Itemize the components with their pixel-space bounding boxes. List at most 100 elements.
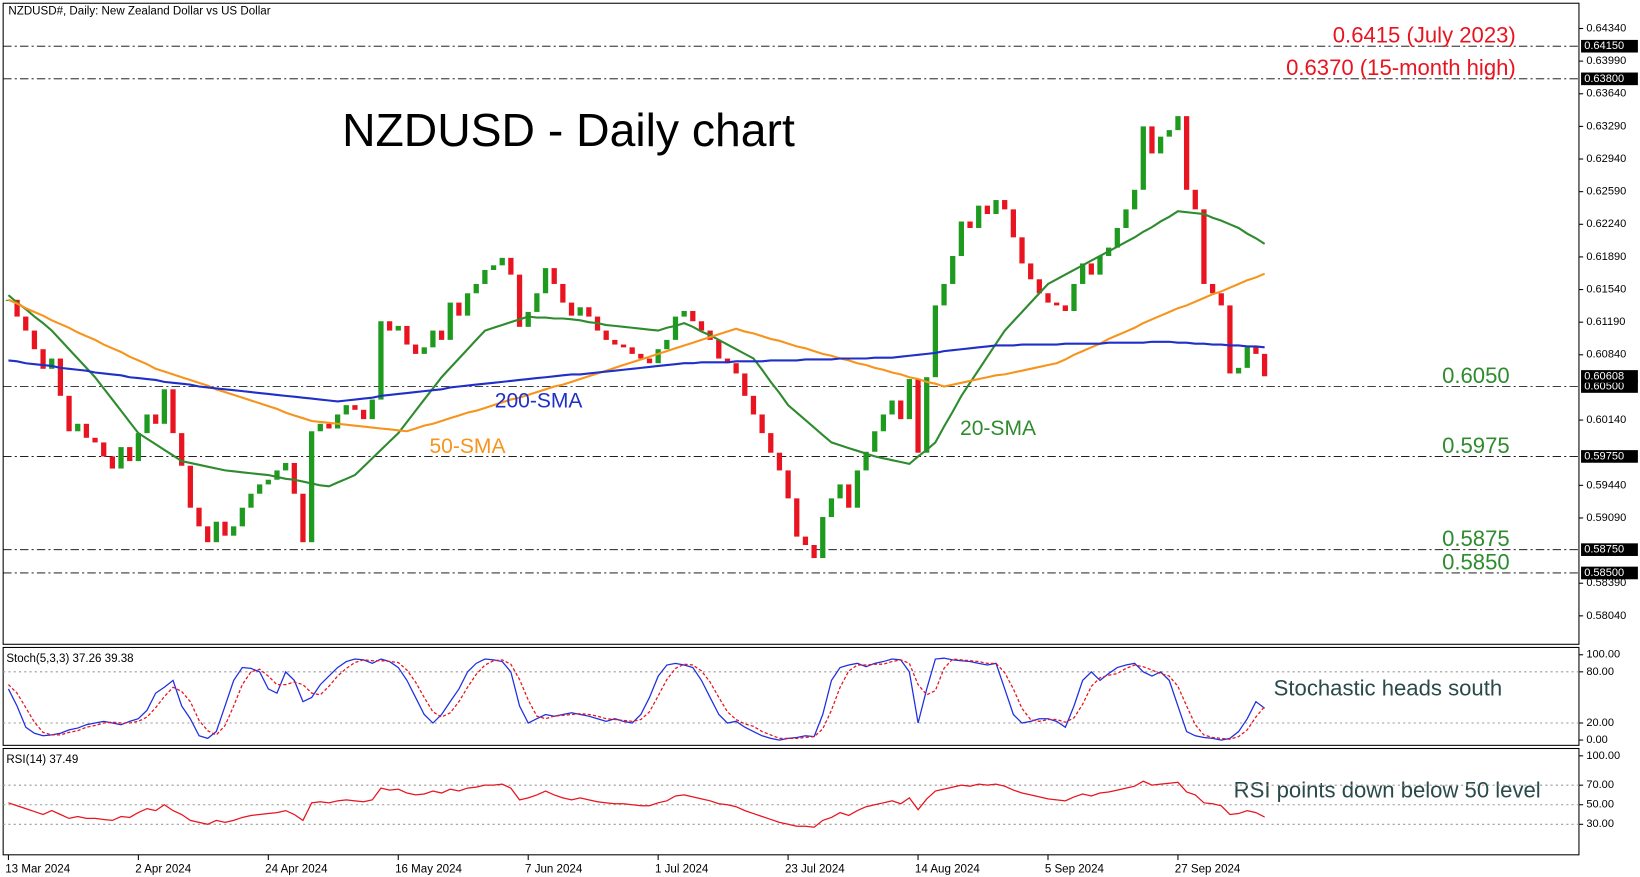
candle (993, 200, 999, 215)
candle (395, 325, 401, 331)
level-note: 0.5975 (1442, 433, 1510, 458)
candle (534, 293, 540, 312)
candle (1227, 305, 1233, 374)
candle (1045, 293, 1051, 303)
candle (802, 536, 809, 545)
candle (716, 339, 722, 359)
y-tick-label: 0.61190 (1586, 316, 1625, 328)
candle (785, 470, 791, 499)
candle (378, 321, 384, 400)
candle (404, 325, 410, 345)
candle (1149, 126, 1155, 154)
candle (750, 395, 757, 415)
y-tick-label: 30.00 (1586, 818, 1614, 830)
candle (603, 330, 609, 340)
candle (967, 221, 973, 229)
y-tick-label: 0.58390 (1586, 577, 1626, 589)
candle (482, 269, 488, 284)
candle (586, 307, 592, 317)
candle (958, 221, 964, 256)
candle (1201, 209, 1207, 284)
candle (1080, 263, 1086, 284)
candle (326, 423, 332, 429)
candle (863, 451, 869, 471)
candle (1002, 200, 1008, 210)
candle (724, 358, 731, 364)
candle (1261, 353, 1268, 377)
candle (950, 255, 956, 284)
candle (906, 379, 913, 420)
level-label-box (1581, 380, 1638, 393)
candle (889, 400, 895, 415)
y-tick-label: 0.60840 (1586, 349, 1626, 361)
candle (837, 484, 843, 499)
candle (629, 347, 635, 354)
candle (542, 268, 549, 294)
y-tick-label: 0.64340 (1586, 22, 1626, 34)
candle (187, 465, 193, 508)
candle (932, 305, 939, 378)
candle (1244, 347, 1250, 368)
main-panel (2, 2, 1580, 645)
candle (257, 484, 263, 494)
candle (179, 433, 185, 466)
candle (369, 399, 375, 420)
candle (231, 526, 237, 536)
level-label-box (1581, 566, 1638, 580)
level-label: 0.58750 (1584, 544, 1624, 556)
candle (92, 437, 98, 443)
candle (1218, 293, 1224, 306)
x-tick-label: 1 Jul 2024 (655, 864, 709, 876)
sma-line (7, 272, 1266, 433)
candle (742, 373, 748, 396)
candle (664, 339, 670, 350)
candle (127, 447, 133, 462)
candle (1166, 130, 1172, 137)
y-tick-label: 0.63640 (1586, 88, 1626, 100)
rsi-label: RSI(14) 37.49 (6, 754, 78, 766)
level-label-box (1581, 450, 1638, 463)
candle (213, 521, 219, 543)
candle (1123, 209, 1129, 229)
candle (196, 507, 202, 527)
y-tick-label: 100.00 (1586, 649, 1620, 661)
candle (811, 544, 817, 559)
x-tick-label: 2 Apr 2024 (135, 864, 192, 876)
candle (101, 442, 107, 457)
candle (490, 265, 497, 270)
candle (984, 205, 990, 215)
y-tick-label: 50.00 (1586, 799, 1614, 811)
candle (1036, 279, 1042, 294)
y-tick-label: 0.58040 (1586, 610, 1626, 622)
sma-label: 20-SMA (960, 417, 1036, 440)
candle (31, 330, 38, 350)
candle (40, 349, 46, 369)
candle (1062, 305, 1068, 311)
candle (386, 321, 393, 331)
candle (205, 526, 211, 543)
candle (872, 431, 878, 452)
candle (846, 484, 852, 508)
level-label: 0.64150 (1584, 40, 1624, 52)
y-tick-label: 0.61890 (1586, 251, 1626, 263)
candle (776, 452, 783, 471)
last-price-label: 0.60608 (1584, 370, 1624, 382)
level-label: 0.59750 (1584, 450, 1624, 462)
candle (447, 302, 453, 340)
candle (672, 316, 679, 340)
candle (352, 405, 358, 410)
candle (568, 302, 575, 316)
x-tick-label: 13 Mar 2024 (5, 864, 70, 876)
candle (412, 344, 419, 354)
candle (828, 498, 835, 518)
candle (768, 433, 774, 453)
candle (820, 517, 826, 559)
candle (577, 307, 583, 316)
candle (360, 409, 367, 420)
candle (1088, 263, 1094, 275)
candle (135, 433, 141, 462)
candle (317, 423, 323, 432)
y-tick-label: 0.59090 (1586, 512, 1626, 524)
x-tick-label: 5 Sep 2024 (1045, 864, 1105, 876)
candle (153, 414, 159, 424)
